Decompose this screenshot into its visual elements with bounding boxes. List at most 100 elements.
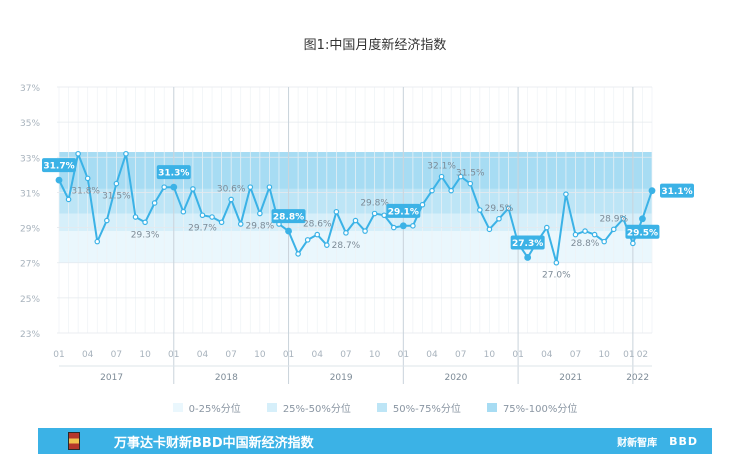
legend-label: 50%-75%分位 — [392, 404, 461, 415]
data-point — [467, 180, 474, 187]
data-point — [94, 238, 101, 245]
data-point — [371, 210, 378, 217]
data-point — [381, 212, 387, 219]
year-label: 2021 — [559, 373, 582, 383]
data-label: 31.8% — [71, 186, 100, 196]
x-tick-label: 01 — [283, 350, 294, 360]
data-label: 31.5% — [456, 169, 485, 179]
data-label: 28.7% — [332, 241, 361, 251]
data-point — [228, 196, 234, 203]
data-label: 31.5% — [102, 192, 131, 202]
data-label: 29.7% — [188, 223, 217, 233]
data-point — [237, 221, 244, 227]
data-point — [314, 231, 321, 238]
data-label-box — [510, 235, 545, 250]
data-point — [161, 184, 168, 190]
data-point — [295, 251, 301, 257]
data-point — [486, 226, 493, 233]
data-point — [266, 184, 273, 190]
legend-label: 75%-100%分位 — [502, 404, 578, 415]
data-point — [572, 231, 579, 238]
x-tick-label: 04 — [541, 350, 553, 360]
data-point-highlight — [399, 222, 407, 230]
x-axis-ticks: 2017 2018 2019 2020 2021 2022 01 04 07 10 01 04 07 10… — [53, 350, 649, 383]
data-label: 31.1% — [661, 187, 692, 197]
legend-item-q4: 75%-100%分位 — [486, 400, 578, 415]
data-point — [190, 186, 196, 192]
year-label: 2022 — [626, 373, 649, 383]
legend-swatch — [486, 403, 497, 412]
y-tick-label: 31% — [20, 189, 40, 199]
data-point — [620, 215, 627, 222]
data-point — [496, 215, 502, 222]
data-point — [180, 208, 187, 215]
data-label: 28.9% — [599, 214, 628, 224]
x-tick-label: 04 — [312, 350, 324, 360]
data-label: 29.5% — [627, 228, 658, 238]
y-tick-label: 37% — [20, 84, 40, 94]
year-label: 2018 — [215, 373, 238, 383]
legend-label: 25%-50%分位 — [282, 404, 351, 415]
legend-swatch — [376, 403, 387, 412]
data-point — [113, 180, 120, 187]
data-point — [343, 230, 349, 236]
x-tick-label: 04 — [426, 350, 438, 360]
data-label: 28.8% — [273, 213, 304, 223]
data-point — [247, 184, 254, 190]
data-point — [132, 214, 139, 220]
data-label-box — [156, 165, 191, 180]
data-label: 31.3% — [158, 169, 189, 179]
data-label: 29.1% — [388, 207, 419, 217]
bbd-logo: BBD — [669, 434, 698, 448]
data-point — [352, 217, 359, 224]
data-point — [563, 191, 569, 197]
year-label: 2020 — [444, 373, 467, 383]
data-label-box — [660, 183, 694, 198]
data-point — [477, 207, 483, 213]
data-point — [553, 259, 560, 266]
y-tick-label: 29% — [20, 225, 40, 235]
data-label: 32.1% — [427, 162, 456, 172]
data-point — [75, 150, 81, 157]
data-label: 31.7% — [43, 162, 74, 172]
data-point — [324, 242, 330, 248]
data-point — [123, 150, 129, 157]
data-point — [151, 200, 158, 206]
y-tick-label: 23% — [20, 330, 40, 340]
data-point — [505, 205, 512, 212]
x-tick-label: 10 — [254, 350, 266, 360]
data-label: 29.3% — [131, 230, 160, 240]
x-tick-label: 07 — [111, 350, 122, 360]
data-point-highlight — [648, 187, 656, 195]
data-labels: 31.7%31.8%31.5%29.3%31.3%29.7%30.6%29.8%… — [42, 158, 694, 281]
chart-title: 图1:中国月度新经济指数 — [303, 38, 447, 53]
footer-banner: 万事达卡财新BBD中国新经济指数 财新智库 BBD — [38, 428, 712, 454]
legend: 0-25%分位 25%-50%分位 50%-75%分位 75%-100%分位 — [0, 400, 750, 415]
data-point — [142, 219, 148, 226]
x-tick-label: 01 — [512, 350, 523, 360]
data-point — [582, 228, 588, 234]
data-point — [419, 201, 426, 208]
data-point — [218, 219, 225, 226]
data-point — [84, 175, 91, 182]
footer-title: 万事达卡财新BBD中国新经济指数 — [114, 435, 314, 451]
data-point — [630, 240, 636, 247]
data-series — [55, 150, 656, 266]
data-label: 29.8% — [360, 199, 389, 209]
data-label: 29.8% — [246, 222, 275, 232]
data-label: 30.6% — [217, 184, 246, 194]
data-point-highlight — [524, 254, 532, 261]
x-tick-label: 01 — [398, 350, 409, 360]
caixin-think-tank-logo: 财新智库 — [617, 437, 658, 449]
data-label-box — [625, 224, 660, 239]
x-tick-label: 07 — [340, 350, 351, 360]
data-point — [257, 210, 263, 217]
y-axis-ticks: 37% 35% 33% 31% 29% 27% 25% 23% — [20, 84, 40, 340]
data-point — [610, 226, 617, 233]
year-label: 2019 — [330, 373, 353, 383]
x-tick-label: 02 — [637, 350, 648, 360]
y-tick-label: 33% — [20, 154, 40, 164]
data-point-highlight — [170, 183, 178, 191]
data-label-box — [42, 158, 76, 173]
legend-item-q3: 50%-75%分位 — [376, 400, 461, 415]
